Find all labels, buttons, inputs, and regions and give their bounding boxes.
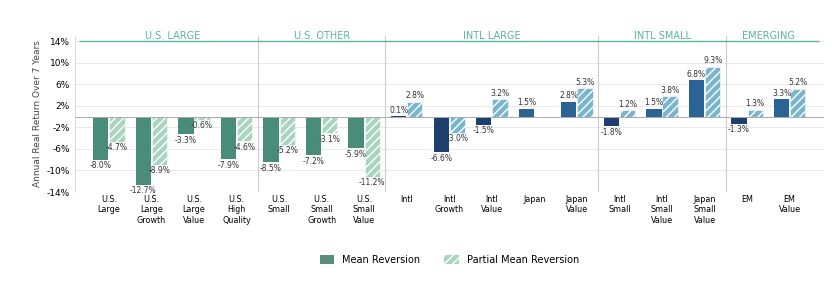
Text: EMERGING: EMERGING bbox=[742, 31, 795, 41]
Bar bbox=[349, 117, 364, 148]
Bar bbox=[136, 117, 151, 185]
Text: -0.6%: -0.6% bbox=[191, 121, 213, 130]
Text: -5.9%: -5.9% bbox=[345, 150, 367, 159]
Text: 6.8%: 6.8% bbox=[687, 70, 706, 79]
Text: 3.2%: 3.2% bbox=[490, 89, 509, 98]
Text: 1.5%: 1.5% bbox=[517, 98, 536, 107]
Bar bbox=[790, 89, 805, 117]
Text: 2.8%: 2.8% bbox=[405, 91, 424, 100]
Text: -3.0%: -3.0% bbox=[446, 134, 468, 143]
Bar bbox=[93, 117, 108, 160]
Legend: Mean Reversion, Partial Mean Reversion: Mean Reversion, Partial Mean Reversion bbox=[319, 255, 579, 265]
Text: -7.2%: -7.2% bbox=[303, 157, 324, 166]
Text: 9.3%: 9.3% bbox=[703, 56, 722, 65]
Text: 5.3%: 5.3% bbox=[576, 78, 595, 87]
Text: U.S. LARGE: U.S. LARGE bbox=[145, 31, 201, 41]
Text: -8.9%: -8.9% bbox=[149, 166, 171, 175]
Text: -8.5%: -8.5% bbox=[260, 164, 282, 173]
Text: -12.7%: -12.7% bbox=[130, 186, 156, 195]
Text: U.S. OTHER: U.S. OTHER bbox=[294, 31, 349, 41]
Bar bbox=[604, 117, 619, 126]
Text: 3.3%: 3.3% bbox=[772, 88, 791, 98]
Text: 1.5%: 1.5% bbox=[644, 98, 663, 107]
Bar bbox=[620, 110, 635, 117]
Text: -8.0%: -8.0% bbox=[90, 161, 111, 170]
Text: INTL SMALL: INTL SMALL bbox=[633, 31, 691, 41]
Bar bbox=[195, 117, 210, 120]
Bar bbox=[450, 117, 465, 133]
Bar bbox=[220, 117, 236, 159]
Bar bbox=[391, 116, 406, 117]
Text: -5.2%: -5.2% bbox=[276, 146, 298, 155]
Bar bbox=[747, 110, 763, 117]
Text: -4.6%: -4.6% bbox=[234, 143, 255, 152]
Text: -7.9%: -7.9% bbox=[217, 160, 240, 169]
Bar bbox=[646, 109, 661, 117]
Bar bbox=[731, 117, 746, 124]
Bar bbox=[561, 102, 577, 117]
Bar bbox=[689, 80, 704, 117]
Bar bbox=[577, 88, 592, 117]
Text: -3.3%: -3.3% bbox=[175, 136, 197, 145]
Bar bbox=[774, 99, 790, 117]
Bar bbox=[237, 117, 252, 141]
Text: -1.8%: -1.8% bbox=[601, 128, 622, 137]
Text: -3.1%: -3.1% bbox=[319, 135, 340, 144]
Bar bbox=[433, 117, 448, 152]
Bar bbox=[322, 117, 338, 134]
Text: -1.5%: -1.5% bbox=[473, 126, 495, 135]
Y-axis label: Annual Real Return Over 7 Years: Annual Real Return Over 7 Years bbox=[33, 40, 42, 188]
Text: 0.1%: 0.1% bbox=[389, 106, 409, 115]
Text: -6.6%: -6.6% bbox=[430, 154, 453, 163]
Text: 3.8%: 3.8% bbox=[661, 86, 680, 95]
Bar bbox=[109, 117, 125, 142]
Text: 1.2%: 1.2% bbox=[618, 100, 637, 109]
Text: -11.2%: -11.2% bbox=[359, 178, 385, 187]
Bar bbox=[662, 96, 678, 117]
Text: -4.7%: -4.7% bbox=[106, 143, 128, 152]
Text: 2.8%: 2.8% bbox=[559, 91, 578, 100]
Text: 5.2%: 5.2% bbox=[788, 78, 807, 87]
Bar bbox=[264, 117, 279, 162]
Bar bbox=[306, 117, 321, 155]
Bar bbox=[364, 117, 380, 177]
Bar bbox=[705, 67, 721, 117]
Text: INTL LARGE: INTL LARGE bbox=[463, 31, 521, 41]
Bar bbox=[280, 117, 295, 145]
Bar bbox=[518, 109, 534, 117]
Bar bbox=[476, 117, 492, 125]
Bar bbox=[407, 102, 423, 117]
Bar bbox=[493, 100, 508, 117]
Bar bbox=[178, 117, 194, 134]
Text: -1.3%: -1.3% bbox=[728, 125, 750, 134]
Text: 1.3%: 1.3% bbox=[745, 99, 765, 108]
Bar bbox=[152, 117, 167, 165]
